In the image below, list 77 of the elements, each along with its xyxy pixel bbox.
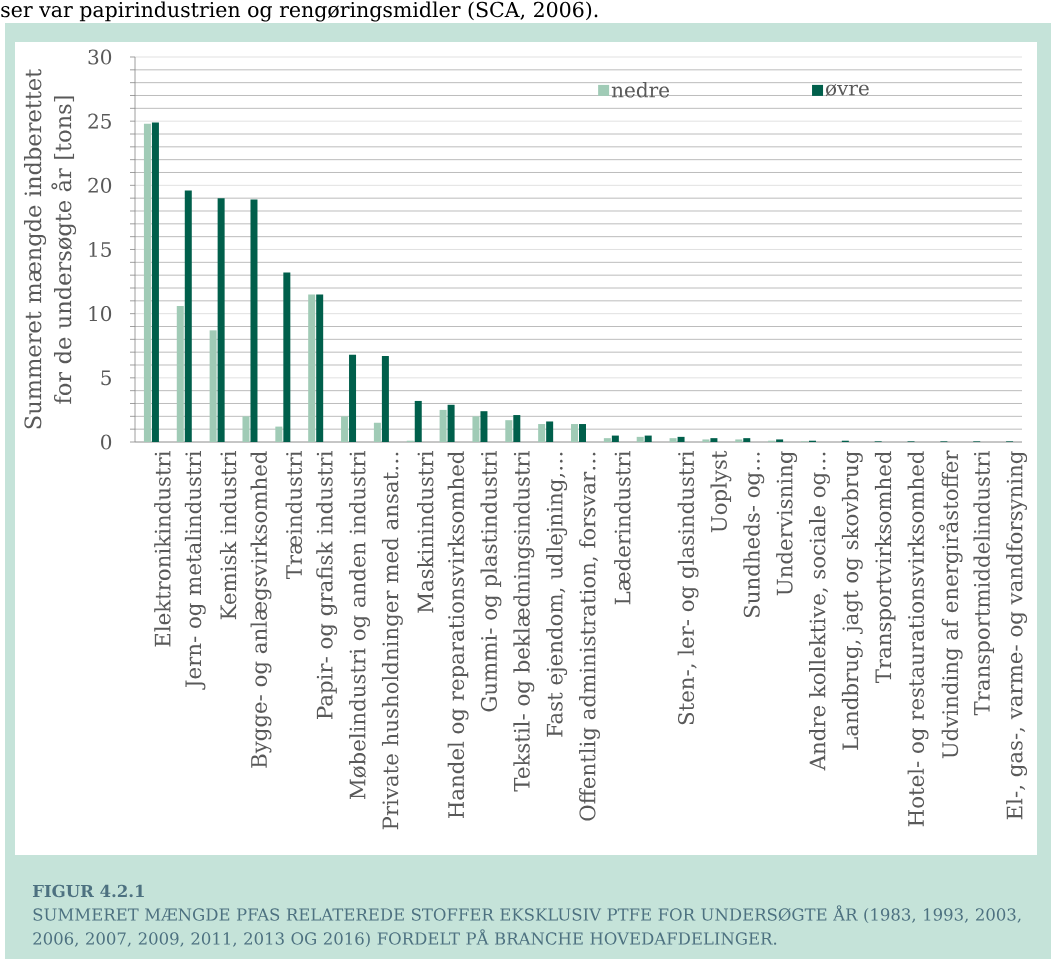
y-tick-label: 25 bbox=[88, 113, 111, 129]
bar bbox=[603, 438, 611, 442]
x-tick-label: Elektronikindustri bbox=[154, 451, 171, 647]
x-tick-label: Træindustri bbox=[285, 451, 303, 580]
bar bbox=[472, 416, 480, 442]
x-tick-label: Jern- og metalindustri bbox=[184, 451, 206, 690]
x-tick-label: Fast ejendom, udlejning,… bbox=[546, 452, 568, 737]
legend-label: øvre bbox=[825, 84, 869, 97]
bar bbox=[743, 438, 751, 442]
x-tick-label: Tekstil- og beklædningsindustri bbox=[513, 451, 535, 792]
legend-label: nedre bbox=[611, 82, 670, 98]
bar bbox=[505, 420, 513, 442]
bar bbox=[579, 424, 587, 442]
bar bbox=[283, 272, 291, 442]
x-tick-label: Udvinding af energiråstoffer bbox=[939, 450, 963, 759]
bar bbox=[217, 198, 225, 442]
bar bbox=[546, 421, 554, 442]
x-tick-label: Private husholdninger med ansat… bbox=[381, 452, 403, 830]
bar bbox=[677, 436, 685, 442]
x-tick-label: Hotel- og restaurationsvirksomhed bbox=[907, 451, 929, 827]
bar bbox=[341, 416, 349, 442]
bar bbox=[480, 411, 488, 442]
bar bbox=[735, 439, 743, 442]
x-tick-label: Offentlig administration, forsvar… bbox=[579, 452, 600, 821]
bar bbox=[669, 438, 677, 442]
x-tick-label: Gummi- og plastindustri bbox=[480, 451, 502, 712]
bar bbox=[242, 416, 250, 442]
bar bbox=[308, 294, 316, 442]
y-tick-label: 5 bbox=[101, 370, 111, 386]
y-tick-label: 20 bbox=[88, 177, 112, 193]
x-tick-label: Læderindustri bbox=[614, 451, 631, 605]
x-tick-label: Landbrug, jagt og skovbrug bbox=[841, 451, 863, 750]
bar bbox=[275, 426, 283, 442]
x-tick-label: Transportmiddelindustri bbox=[973, 451, 995, 716]
text: SUMMERET MÆNGDE PFAS RELATEREDE STOFFER EKSKLUSIV PTFE FOR UNDERSØGTE ÅR (1983, 1993, 2003, 2006, 2007, 2009, 2011, 2013 OG 2016) FORDELT PÅ BRANCHE HOVEDAFDELINGER. bbox=[33, 905, 1021, 948]
y-axis-title: Summeret mængde indberettet for de undersøgte år [tons] bbox=[23, 68, 77, 429]
y-tick-label: 0 bbox=[101, 434, 112, 450]
bar bbox=[209, 330, 217, 442]
bar bbox=[250, 199, 258, 442]
bar bbox=[349, 354, 357, 442]
bar bbox=[381, 356, 389, 442]
bar bbox=[702, 439, 710, 442]
x-tick-label: Handel og reparationsvirksomhed bbox=[447, 451, 469, 819]
bar bbox=[151, 122, 159, 442]
text: ser var papirindustrien og rengøringsmidler (SCA, 2006). bbox=[1, 1, 598, 22]
x-tick-label: Papir- og grafisk industri bbox=[316, 451, 338, 719]
bar bbox=[447, 404, 455, 442]
x-tick-label: El-, gas-, varme- og vandforsyning bbox=[1006, 451, 1028, 820]
bar bbox=[373, 422, 381, 442]
x-tick-label: Maskinindustri bbox=[417, 451, 434, 613]
y-tick-label: 30 bbox=[88, 49, 112, 65]
bar bbox=[439, 409, 447, 442]
bar bbox=[538, 424, 546, 442]
x-tick-label: Kemisk industri bbox=[219, 451, 237, 620]
y-tick-label: 15 bbox=[89, 241, 111, 258]
bar bbox=[513, 415, 521, 442]
x-tick-label: Undervisning bbox=[776, 451, 798, 596]
x-tick-label: Sten-, ler- og glasindustri bbox=[677, 451, 699, 725]
bar bbox=[184, 190, 192, 442]
bar bbox=[710, 438, 718, 442]
bar bbox=[316, 294, 324, 442]
text: FIGUR 4.2.1 bbox=[32, 884, 144, 898]
bar bbox=[571, 424, 578, 442]
x-tick-label: Transportvirksomhed bbox=[874, 451, 896, 684]
bar bbox=[776, 439, 784, 442]
x-tick-label: Sundheds- og… bbox=[743, 452, 765, 618]
x-tick-label: Uoplyst bbox=[710, 450, 732, 533]
x-tick-label: Møbelindustri og anden industri bbox=[349, 451, 370, 800]
bar bbox=[636, 436, 644, 442]
y-tick-label: 10 bbox=[89, 306, 112, 322]
bar bbox=[414, 400, 422, 442]
bar bbox=[644, 435, 652, 442]
x-tick-label: Andre kollektive, sociale og… bbox=[809, 452, 830, 771]
bar bbox=[143, 123, 151, 442]
bar bbox=[176, 305, 184, 442]
x-tick-label: Bygge- og anlægsvirksomhed bbox=[250, 451, 272, 768]
bar bbox=[611, 435, 619, 442]
